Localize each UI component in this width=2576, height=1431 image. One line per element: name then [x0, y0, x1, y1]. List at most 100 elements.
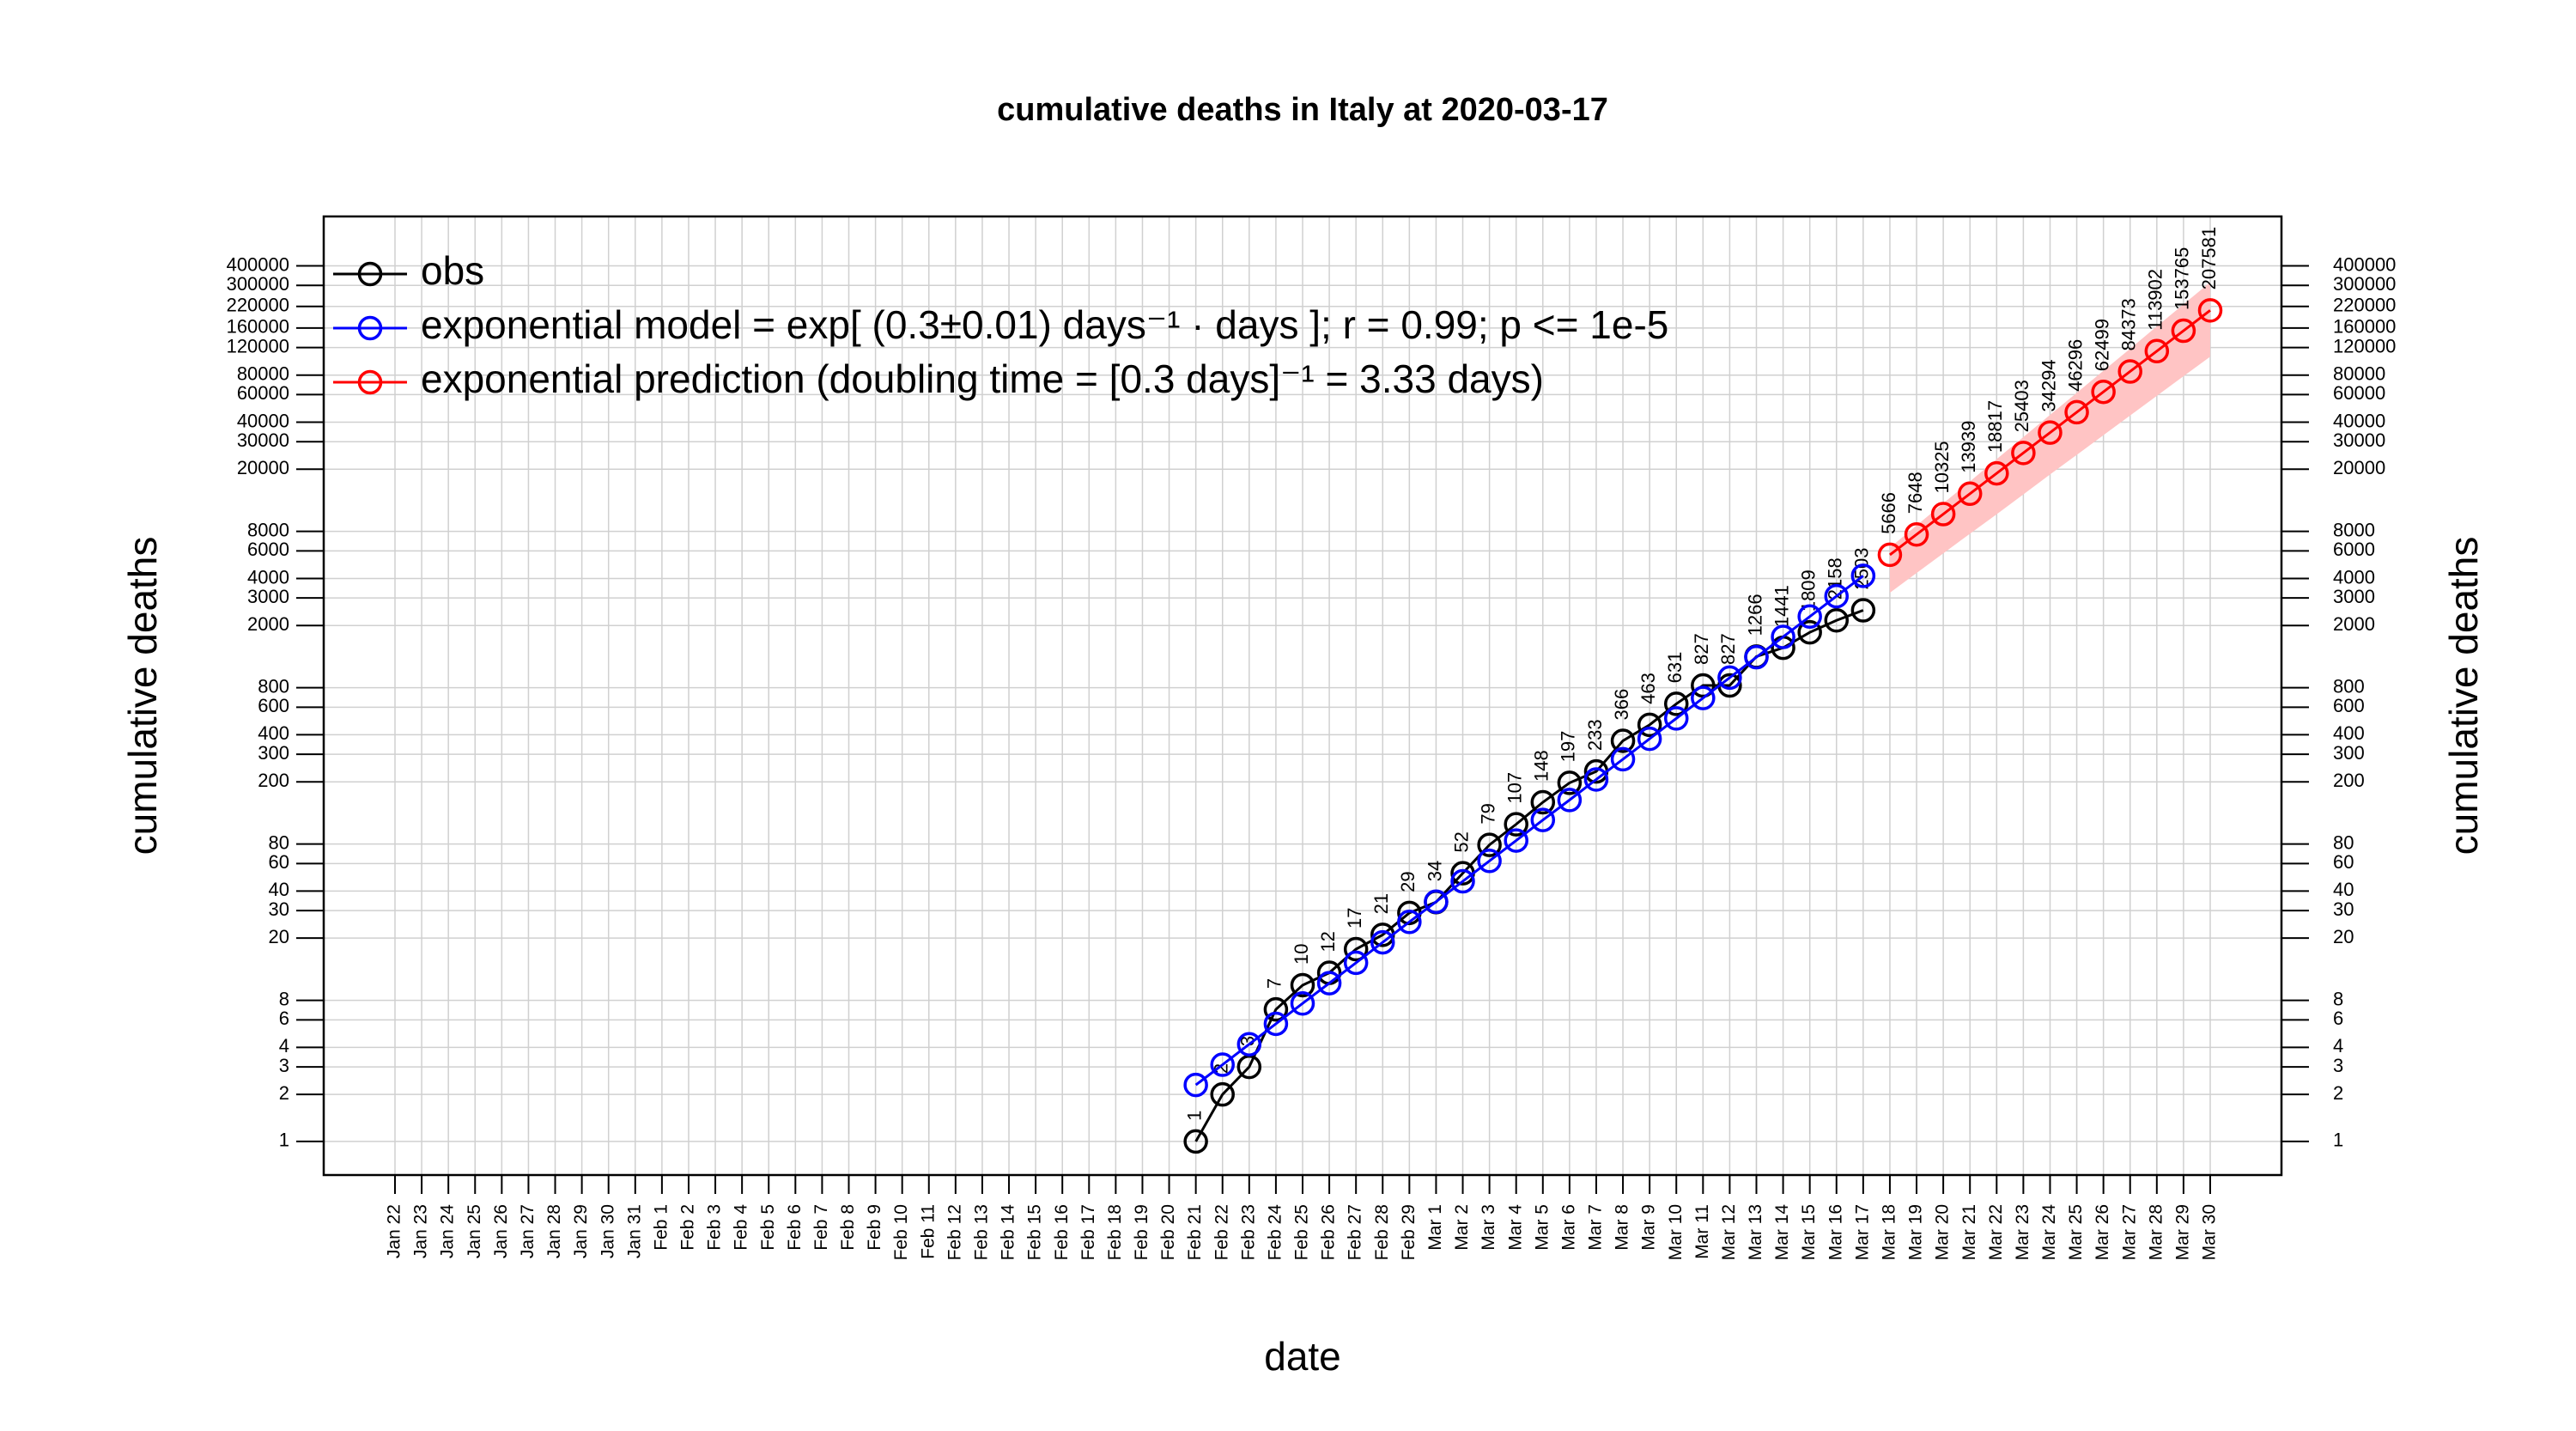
data-label: 5666	[1878, 492, 1899, 534]
data-point	[1797, 619, 1822, 645]
data-point	[1530, 789, 1556, 815]
x-tick-label: Feb 8	[838, 1204, 858, 1251]
x-tick-label: Jan 26	[491, 1204, 511, 1258]
x-tick-label: Feb 20	[1158, 1204, 1178, 1260]
data-label: 631	[1664, 652, 1686, 684]
legend-label: obs	[421, 248, 484, 293]
y-tick-label: 4000	[247, 566, 289, 588]
y-tick-label: 3000	[247, 586, 289, 607]
x-tick-label: Mar 4	[1505, 1204, 1525, 1251]
x-tick-label: Mar 26	[2093, 1204, 2112, 1260]
x-tick-label: Mar 28	[2146, 1204, 2166, 1260]
y-tick-label: 600	[258, 695, 289, 716]
x-tick-label: Feb 2	[678, 1204, 698, 1251]
data-label: 79	[1477, 803, 1498, 824]
y-tick-label: 800	[258, 675, 289, 697]
x-tick-label: Mar 8	[1613, 1204, 1632, 1251]
data-label: 46296	[2064, 339, 2086, 392]
x-tick-label: Feb 28	[1372, 1204, 1392, 1260]
x-tick-label: Mar 1	[1425, 1204, 1445, 1251]
x-tick-label: Mar 15	[1799, 1204, 1819, 1260]
x-tick-label: Feb 27	[1346, 1204, 1365, 1260]
x-tick-label: Feb 10	[891, 1204, 911, 1260]
y-tick-label-right: 600	[2333, 695, 2365, 716]
legend-marker	[357, 315, 383, 341]
data-label: 29	[1397, 871, 1419, 892]
x-tick-label: Feb 3	[705, 1204, 725, 1251]
data-point	[1984, 460, 2009, 486]
data-point	[2117, 359, 2142, 384]
data-point	[1904, 521, 1929, 547]
x-tick-label: Jan 25	[465, 1204, 484, 1258]
x-tick-label: Mar 21	[1959, 1204, 1979, 1260]
x-tick-label: Mar 23	[2013, 1204, 2032, 1260]
data-point	[1771, 624, 1795, 649]
x-tick-label: Feb 6	[785, 1204, 805, 1251]
data-label: 21	[1370, 893, 1392, 914]
data-label: 207581	[2198, 227, 2220, 289]
data-point	[1316, 971, 1342, 996]
y-tick-label: 80000	[237, 363, 289, 385]
x-tick-label: Mar 30	[2200, 1204, 2220, 1260]
data-point	[1477, 832, 1502, 857]
y-tick-label: 60000	[237, 382, 289, 404]
data-point	[1930, 502, 1956, 527]
y-tick-label-right: 300	[2333, 742, 2365, 764]
x-tick-label: Feb 9	[865, 1204, 884, 1251]
x-tick-label: Jan 27	[518, 1204, 538, 1258]
x-tick-label: Jan 30	[598, 1204, 617, 1258]
x-tick-label: Feb 14	[999, 1204, 1018, 1261]
y-tick-label: 120000	[227, 335, 289, 356]
x-tick-label: Feb 22	[1212, 1204, 1231, 1260]
legend-marker	[357, 369, 383, 395]
y-tick-label-right: 200	[2333, 770, 2365, 791]
x-tick-label: Feb 17	[1078, 1204, 1098, 1260]
y-tick-label: 300000	[227, 273, 289, 295]
y-tick-label-right: 400	[2333, 722, 2365, 744]
y-tick-label: 20000	[237, 457, 289, 478]
data-label: 113902	[2145, 269, 2166, 331]
x-tick-label: Feb 24	[1265, 1204, 1285, 1261]
x-tick-label: Jan 29	[571, 1204, 591, 1258]
data-label: 107	[1504, 772, 1526, 804]
y-tick-label: 400000	[227, 253, 289, 275]
y-tick-label-right: 4000	[2333, 566, 2375, 588]
data-point	[1691, 673, 1716, 698]
data-point	[1210, 1081, 1235, 1107]
x-tick-label: Jan 31	[624, 1204, 644, 1258]
data-point	[1824, 583, 1850, 609]
legend-label: exponential prediction (doubling time = …	[421, 356, 1544, 401]
y-tick-label: 2000	[247, 613, 289, 635]
data-point	[1610, 746, 1636, 772]
x-tick-label: Feb 26	[1319, 1204, 1339, 1260]
x-tick-label: Jan 24	[438, 1204, 458, 1258]
x-tick-label: Mar 13	[1746, 1204, 1765, 1260]
x-tick-label: Mar 5	[1532, 1204, 1552, 1251]
data-point	[1504, 828, 1528, 853]
data-label: 84373	[2118, 298, 2140, 350]
legend-label: exponential model = exp[ (0.3±0.01) days…	[421, 302, 1668, 347]
y-tick-label: 220000	[227, 295, 289, 316]
data-point	[1663, 691, 1689, 716]
series-line	[1194, 609, 1864, 1142]
y-tick-label-right: 30	[2333, 898, 2354, 920]
x-tick-label: Feb 19	[1132, 1204, 1151, 1260]
y-tick-label-right: 20	[2333, 926, 2354, 947]
x-tick-label: Mar 17	[1852, 1204, 1872, 1260]
y-tick-label: 6000	[247, 539, 289, 560]
x-tick-label: Mar 3	[1479, 1204, 1498, 1251]
x-tick-label: Feb 5	[758, 1204, 778, 1251]
y-tick-label-right: 800	[2333, 675, 2365, 697]
x-tick-label: Mar 16	[1826, 1204, 1845, 1260]
x-tick-label: Feb 7	[811, 1204, 831, 1251]
y-tick-label-right: 30000	[2333, 429, 2385, 451]
x-tick-label: Mar 7	[1586, 1204, 1606, 1251]
data-point	[2091, 379, 2116, 405]
y-tick-label: 6	[279, 1008, 289, 1029]
data-label: 148	[1531, 750, 1552, 782]
data-label: 17	[1344, 908, 1365, 929]
data-point	[1236, 1032, 1262, 1057]
data-point	[2144, 338, 2170, 364]
data-point	[1850, 598, 1876, 623]
